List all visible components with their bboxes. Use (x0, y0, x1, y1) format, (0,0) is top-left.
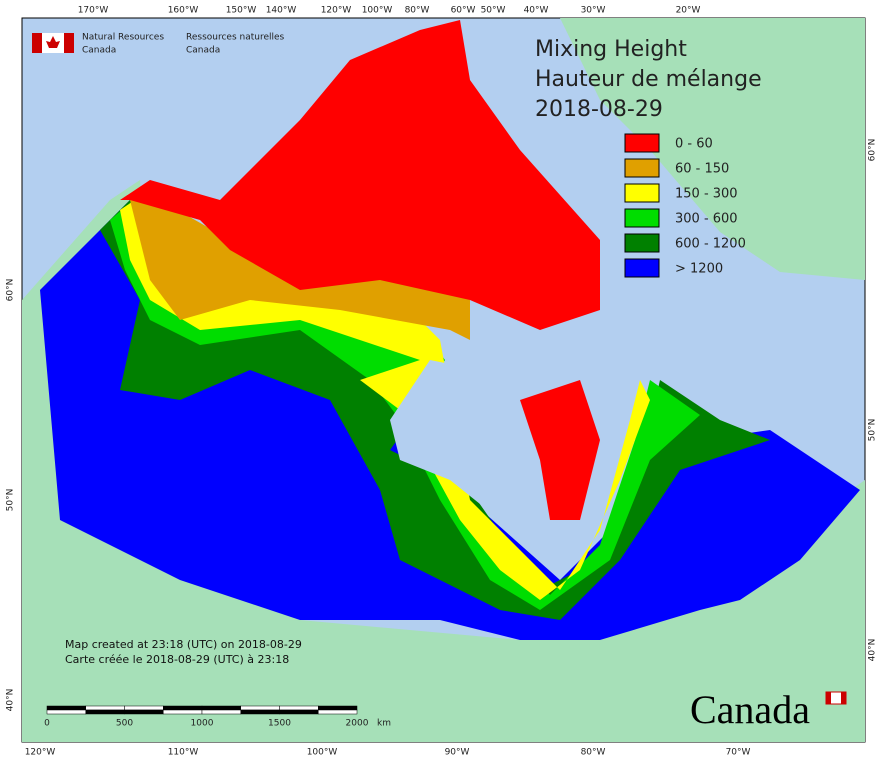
scale-segment (279, 709, 319, 715)
zone-red (120, 20, 600, 330)
longitude-label: 40°W (524, 6, 549, 16)
maple-leaf (46, 36, 60, 48)
hudson-bay (390, 360, 560, 560)
legend-label: 0 - 60 (675, 137, 713, 152)
scale-segment (318, 709, 358, 715)
scale-segment (46, 705, 86, 711)
scale-segment (85, 705, 125, 711)
org-fr: Ressources naturelles (186, 33, 285, 43)
scale-unit: km (377, 719, 391, 729)
wordmark-flag-bar (841, 692, 846, 704)
legend-swatch (624, 208, 660, 228)
legend-swatch (624, 133, 660, 153)
longitude-label: 30°W (581, 6, 606, 16)
longitude-label: 50°W (481, 6, 506, 16)
usa (22, 380, 865, 742)
longitude-label: 60°W (451, 6, 476, 16)
legend-swatch (624, 258, 660, 278)
legend-swatch (624, 158, 660, 178)
latitude-label: 50°N (6, 489, 16, 512)
scale-label: 0 (44, 719, 50, 729)
longitude-label: 110°W (168, 748, 199, 758)
greenland (560, 18, 865, 280)
zone-red-quebec (520, 380, 600, 520)
longitude-label: 70°W (726, 748, 751, 758)
longitude-label: 100°W (362, 6, 393, 16)
wordmark-flag-bar (826, 692, 831, 704)
legend-label: 150 - 300 (675, 187, 738, 202)
scale-segment (279, 705, 319, 711)
longitude-label: 80°W (405, 6, 430, 16)
scale-label: 500 (116, 719, 133, 729)
latitude-label: 60°N (868, 139, 878, 162)
date: 2018-08-29 (535, 97, 663, 122)
longitude-label: 90°W (445, 748, 470, 758)
scale-segment (85, 709, 125, 715)
latitude-label: 40°N (6, 689, 16, 712)
latitude-label: 60°N (6, 279, 16, 302)
scale-segment (124, 709, 164, 715)
org-en: Canada (82, 46, 116, 56)
legend-swatch (624, 233, 660, 253)
land (22, 18, 865, 742)
title: Hauteur de mélange (535, 67, 762, 92)
legend-label: 600 - 1200 (675, 237, 746, 252)
latitude-label: 50°N (868, 419, 878, 442)
scale-segment (124, 705, 164, 711)
scale-segment (240, 709, 280, 715)
org-en: Natural Resources (82, 33, 164, 43)
scale-segment (201, 709, 241, 715)
longitude-label: 100°W (307, 748, 338, 758)
legend-label: 300 - 600 (675, 212, 738, 227)
scale-segment (318, 705, 358, 711)
scale-label: 1500 (268, 719, 291, 729)
nrcan-logo (32, 33, 74, 53)
latitude-label: 40°N (868, 639, 878, 662)
longitude-label: 120°W (25, 748, 56, 758)
scale-segment (163, 709, 203, 715)
longitude-label: 150°W (226, 6, 257, 16)
scale-label: 1000 (191, 719, 214, 729)
longitude-label: 170°W (78, 6, 109, 16)
legend-swatch (624, 183, 660, 203)
wordmark: Canada (690, 687, 810, 732)
longitude-label: 20°W (676, 6, 701, 16)
scale-segment (46, 709, 86, 715)
flag-bar (64, 33, 74, 53)
legend-label: 60 - 150 (675, 162, 729, 177)
longitude-label: 140°W (266, 6, 297, 16)
credit: Map created at 23:18 (UTC) on 2018-08-29 (65, 638, 302, 651)
canada-wordmark: Canada (690, 687, 847, 732)
scale-segment (201, 705, 241, 711)
longitude-label: 160°W (168, 6, 199, 16)
title: Mixing Height (535, 37, 687, 62)
legend-label: > 1200 (675, 262, 723, 277)
org-fr: Canada (186, 46, 220, 56)
longitude-label: 80°W (581, 748, 606, 758)
longitude-label: 120°W (321, 6, 352, 16)
scale-label: 2000 (346, 719, 369, 729)
scale-segment (240, 705, 280, 711)
credit: Carte créée le 2018-08-29 (UTC) à 23:18 (65, 653, 289, 666)
flag-bar (32, 33, 42, 53)
scale-segment (163, 705, 203, 711)
